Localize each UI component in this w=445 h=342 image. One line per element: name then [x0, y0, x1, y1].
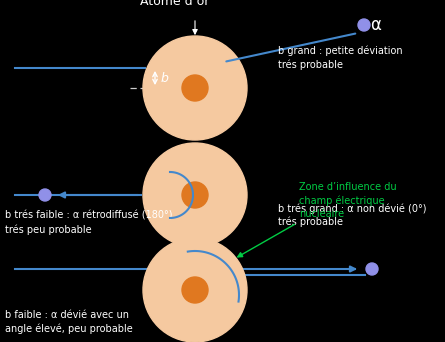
Circle shape — [39, 189, 51, 201]
Circle shape — [143, 143, 247, 247]
Circle shape — [366, 263, 378, 275]
Circle shape — [143, 36, 247, 140]
Text: b: b — [161, 71, 169, 84]
Text: Zone d’influence du
champ électrique
nucléaire: Zone d’influence du champ électrique nuc… — [299, 182, 396, 219]
Text: b grand : petite déviation
trés probable: b grand : petite déviation trés probable — [278, 46, 403, 70]
Text: b trés faible : α rétrodiffusé (180°)
trés peu probable: b trés faible : α rétrodiffusé (180°) tr… — [5, 211, 173, 235]
Text: b trés grand : α non dévié (0°)
trés probable: b trés grand : α non dévié (0°) trés pro… — [278, 203, 426, 227]
Text: Atome d’or: Atome d’or — [140, 0, 210, 8]
Circle shape — [182, 182, 208, 208]
Text: α: α — [370, 16, 381, 34]
Circle shape — [143, 238, 247, 342]
Circle shape — [182, 75, 208, 101]
Text: b faible : α dévié avec un
angle élevé, peu probable: b faible : α dévié avec un angle élevé, … — [5, 310, 133, 334]
Circle shape — [182, 277, 208, 303]
Circle shape — [358, 19, 370, 31]
